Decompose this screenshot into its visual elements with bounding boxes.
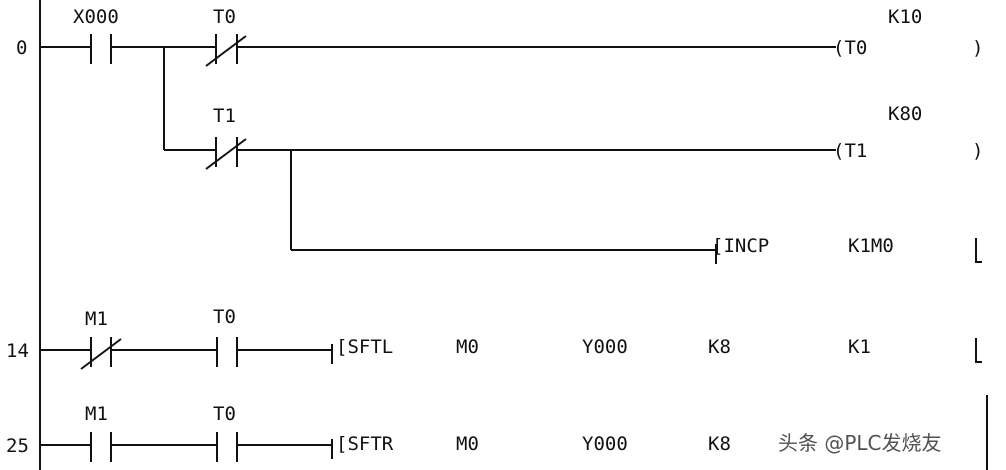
operand: M0 bbox=[456, 336, 479, 358]
instruction-sftl[interactable]: [SFTL bbox=[336, 336, 393, 358]
watermark: 头条 @PLC发烧友 bbox=[778, 431, 942, 455]
rung-incp: [INCP K1M0 bbox=[291, 235, 982, 264]
rung-0: 0 X000 T0 (T0 K10 ) bbox=[16, 6, 983, 150]
contact-label: T0 bbox=[213, 6, 236, 28]
rung-14: 14 M1 T0 [SFTL M0 Y000 K8 K1 bbox=[6, 306, 982, 370]
instruction-operand: K1M0 bbox=[848, 235, 894, 257]
contact-label: M1 bbox=[85, 308, 108, 330]
contact-no-t0[interactable] bbox=[216, 432, 238, 462]
rung-t1: T1 (T1 K80 ) bbox=[164, 103, 983, 250]
coil-close: ) bbox=[972, 37, 983, 59]
contact-label: M1 bbox=[85, 403, 108, 425]
contact-nc-t0[interactable] bbox=[205, 34, 247, 67]
contact-label: T1 bbox=[213, 105, 236, 127]
operand: K8 bbox=[708, 336, 731, 358]
coil-t1[interactable]: (T1 bbox=[833, 140, 867, 162]
operand: K1 bbox=[848, 336, 871, 358]
instruction-sftr[interactable]: [SFTR bbox=[336, 433, 394, 455]
contact-nc-t1[interactable] bbox=[205, 137, 247, 170]
contact-label: T0 bbox=[213, 306, 236, 328]
contact-no-m1[interactable] bbox=[90, 432, 112, 462]
instruction-incp[interactable]: [INCP bbox=[712, 235, 769, 257]
contact-no-t0[interactable] bbox=[216, 337, 238, 367]
coil-close: ) bbox=[972, 140, 983, 162]
step-number: 0 bbox=[16, 37, 27, 59]
operand: M0 bbox=[456, 433, 479, 455]
contact-label: X000 bbox=[73, 6, 119, 28]
contact-label: T0 bbox=[213, 403, 236, 425]
coil-t0[interactable]: (T0 bbox=[833, 37, 867, 59]
instruction-close bbox=[975, 338, 982, 363]
step-number: 25 bbox=[6, 435, 29, 457]
contact-nc-m1[interactable] bbox=[80, 337, 122, 370]
coil-preset: K80 bbox=[888, 103, 922, 125]
rung-25: 25 M1 T0 [SFTR M0 Y000 K8 头条 @PLC发烧友 bbox=[6, 403, 942, 462]
operand: Y000 bbox=[582, 433, 628, 455]
instruction-close bbox=[975, 238, 982, 263]
operand: K8 bbox=[708, 433, 731, 455]
contact-no-x000[interactable] bbox=[90, 34, 112, 64]
coil-preset: K10 bbox=[888, 6, 922, 28]
operand: Y000 bbox=[582, 336, 628, 358]
step-number: 14 bbox=[6, 340, 29, 362]
